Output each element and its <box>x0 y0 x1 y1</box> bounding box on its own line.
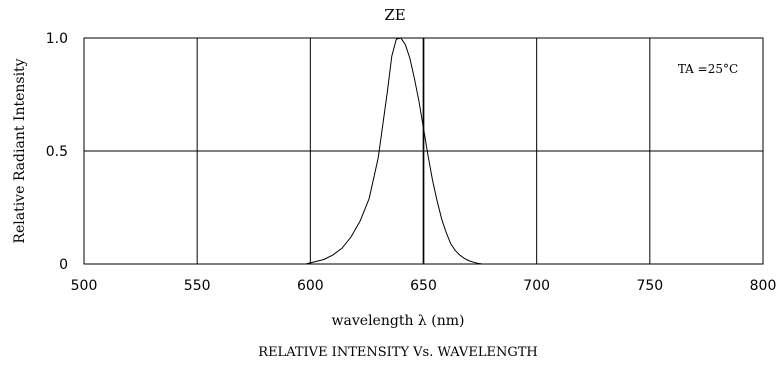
y-tick-label: 0.5 <box>46 144 68 160</box>
x-tick-label: 600 <box>297 278 324 294</box>
y-tick-labels: 0 0.5 1.0 <box>46 31 68 273</box>
chart-caption: RELATIVE INTENSITY Vs. WAVELENGTH <box>258 345 537 360</box>
spectral-intensity-line <box>305 37 483 265</box>
x-tick-labels: 500 550 600 650 700 750 800 <box>71 278 777 294</box>
x-tick-label: 650 <box>410 278 437 294</box>
plot-frame <box>83 37 764 265</box>
y-tick-label: 1.0 <box>46 31 68 47</box>
x-tick-label: 750 <box>636 278 663 294</box>
x-tick-label: 700 <box>523 278 550 294</box>
x-tick-label: 800 <box>750 278 777 294</box>
x-tick-label: 550 <box>184 278 211 294</box>
series-layer <box>305 37 483 265</box>
temperature-annotation: TA =25°C <box>678 62 738 76</box>
chart-title: ZE <box>384 6 405 24</box>
y-tick-label: 0 <box>59 257 68 273</box>
y-axis-label: Relative Radiant Intensity <box>12 58 28 243</box>
x-axis-label: wavelength λ (nm) <box>332 313 465 329</box>
x-tick-label: 500 <box>71 278 98 294</box>
grid-layer <box>84 38 763 264</box>
